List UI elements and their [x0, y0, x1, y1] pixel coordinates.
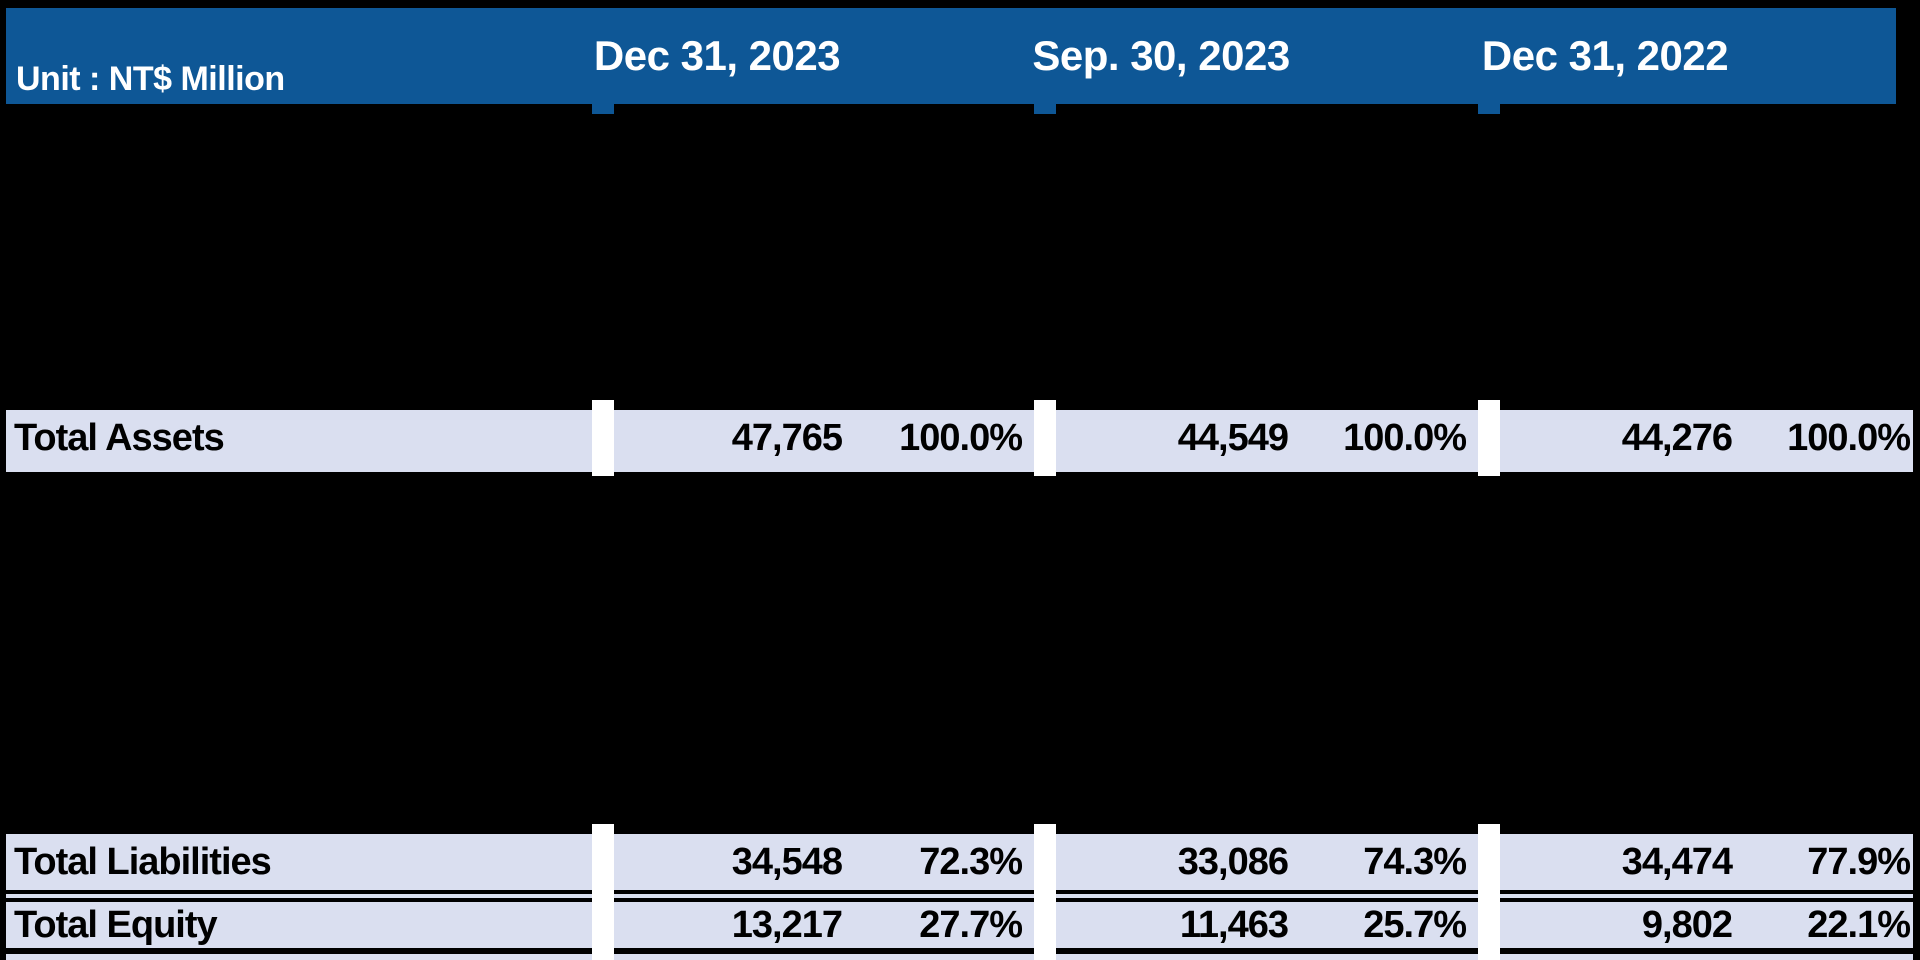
column-separator-strip	[1478, 400, 1500, 476]
row-background	[6, 406, 1913, 476]
column-separator-strip	[1034, 400, 1056, 476]
table-bottom-rule	[6, 948, 1913, 954]
column-separator-strip	[1034, 824, 1056, 960]
percent-cell: 100.0%	[899, 416, 1023, 459]
column-header-period-1: Dec 31, 2023	[593, 32, 841, 79]
amount-cell: 34,548	[731, 840, 843, 883]
column-separator-strip	[592, 824, 614, 960]
table-bottom-gap	[6, 954, 1913, 960]
row-background	[6, 902, 1913, 948]
amount-cell: 11,463	[1179, 903, 1289, 946]
column-header-period-3: Dec 31, 2022	[1481, 32, 1729, 79]
percent-cell: 25.7%	[1363, 903, 1467, 946]
column-separator-tab	[1034, 104, 1056, 114]
percent-cell: 77.9%	[1807, 840, 1911, 883]
amount-cell: 44,276	[1621, 416, 1733, 459]
percent-cell: 74.3%	[1363, 840, 1467, 883]
percent-cell: 72.3%	[919, 840, 1023, 883]
row-total-assets: Total Assets 47,765 100.0% 44,549 100.0%…	[0, 400, 1920, 476]
amount-cell: 34,474	[1621, 840, 1733, 883]
row-label-total-liabilities: Total Liabilities	[14, 840, 272, 883]
double-rule-bottom	[6, 898, 1913, 902]
column-separator-strip	[1478, 824, 1500, 960]
column-separator-strip	[592, 400, 614, 476]
column-header-period-2: Sep. 30, 2023	[1032, 32, 1290, 79]
percent-cell: 22.1%	[1807, 903, 1911, 946]
percent-cell: 27.7%	[919, 903, 1023, 946]
row-background	[6, 830, 1913, 890]
column-separator-tab	[1478, 104, 1500, 114]
amount-cell: 33,086	[1177, 840, 1289, 883]
percent-cell: 100.0%	[1343, 416, 1467, 459]
rows-liabilities-equity: Total Liabilities 34,548 72.3% 33,086 74…	[0, 824, 1920, 960]
table-header-row: Unit : NT$ Million	[6, 8, 1896, 104]
double-rule-top	[6, 890, 1913, 894]
percent-cell: 100.0%	[1787, 416, 1911, 459]
row-label-total-assets: Total Assets	[14, 416, 225, 459]
amount-cell: 44,549	[1177, 416, 1289, 459]
double-rule-gap	[6, 894, 1913, 898]
amount-cell: 13,217	[731, 903, 843, 946]
amount-cell: 47,765	[731, 416, 843, 459]
column-separator-tab	[592, 104, 614, 114]
amount-cell: 9,802	[1641, 903, 1733, 946]
unit-label: Unit : NT$ Million	[16, 60, 285, 98]
row-label-total-equity: Total Equity	[14, 903, 218, 946]
